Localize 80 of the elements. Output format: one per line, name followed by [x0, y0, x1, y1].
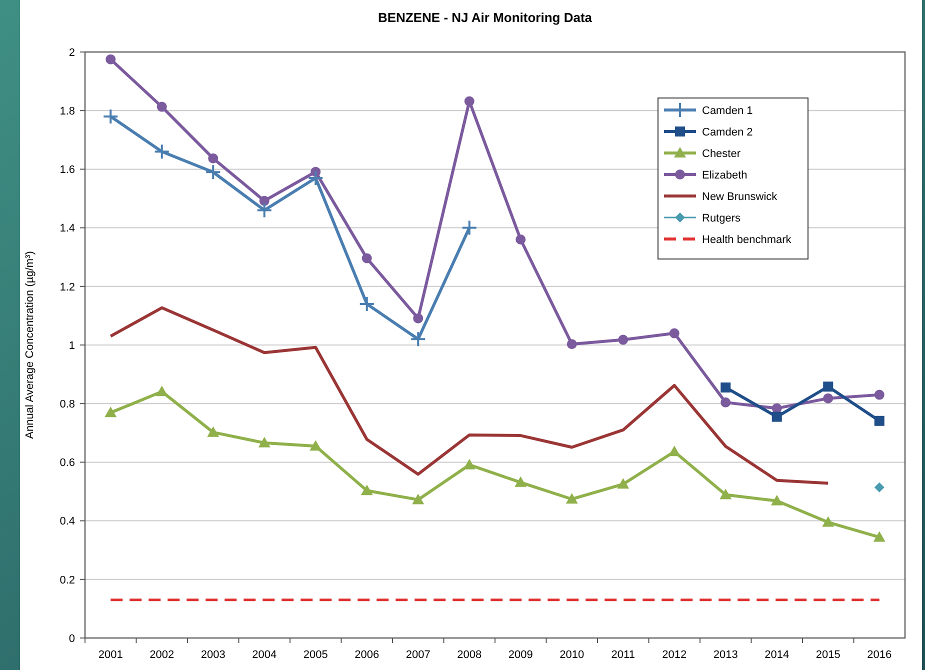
y-tick-label: 1.6	[60, 164, 75, 176]
point	[772, 412, 782, 422]
point	[668, 446, 680, 456]
line-series	[109, 306, 830, 485]
point	[156, 386, 168, 396]
point	[205, 164, 222, 180]
point	[259, 196, 270, 206]
point	[154, 144, 170, 160]
point	[669, 328, 680, 338]
point	[106, 54, 116, 64]
point	[720, 488, 732, 500]
point	[514, 476, 527, 487]
point	[413, 313, 424, 324]
y-axis-title: Annual Average Concentration (µg/m³)	[24, 251, 36, 439]
x-tick-label: 2009	[508, 649, 533, 661]
y-tick-label: 0.2	[60, 574, 75, 586]
y-tick-label: 2	[68, 46, 75, 59]
legend-label: Health benchmark	[702, 234, 792, 246]
x-tick-label: 2013	[713, 649, 738, 661]
x-tick-label: 2001	[98, 649, 123, 661]
x-tick-label: 2003	[200, 649, 226, 661]
y-tick-label: 0	[68, 632, 75, 645]
point	[362, 253, 372, 264]
point	[207, 426, 220, 437]
point	[874, 390, 884, 400]
point	[358, 296, 375, 312]
point	[720, 397, 731, 408]
point	[412, 494, 424, 504]
legend-label: Camden 1	[702, 104, 753, 117]
point	[873, 531, 886, 542]
point	[617, 478, 630, 489]
point	[410, 331, 426, 348]
point	[720, 382, 731, 392]
point	[516, 234, 526, 245]
point	[772, 403, 782, 414]
y-tick-label: 1.2	[60, 281, 75, 294]
point	[823, 393, 834, 404]
point	[104, 406, 117, 418]
y-tick-label: 0.6	[60, 457, 75, 470]
legend-label: New Brunswick	[702, 190, 778, 203]
point	[566, 339, 577, 350]
x-tick-label: 2004	[252, 649, 277, 661]
point	[618, 334, 628, 345]
point	[823, 382, 834, 392]
point	[822, 516, 834, 527]
x-tick-label: 2002	[150, 649, 174, 661]
y-tick-label: 0.8	[60, 398, 75, 410]
x-tick-label: 2010	[560, 649, 584, 661]
legend-label: Rutgers	[702, 212, 742, 224]
chart-title: BENZENE - NJ Air Monitoring Data	[378, 10, 593, 25]
point	[258, 436, 270, 448]
y-tick-label: 0.4	[60, 516, 75, 528]
x-tick-label: 2012	[662, 649, 687, 661]
x-tick-label: 2015	[816, 649, 840, 661]
point	[874, 416, 884, 426]
point	[308, 170, 324, 186]
point	[360, 484, 373, 496]
x-tick-label: 2011	[611, 649, 635, 661]
x-tick-label: 2005	[303, 649, 328, 661]
point	[770, 494, 783, 506]
x-tick-label: 2016	[867, 649, 892, 661]
point	[156, 102, 167, 112]
point	[208, 153, 218, 164]
x-tick-label: 2007	[406, 649, 430, 661]
x-tick-label: 2006	[354, 649, 380, 661]
legend-label: Camden 2	[702, 126, 753, 138]
y-tick-label: 1.8	[60, 105, 75, 118]
point	[461, 220, 478, 236]
legend-label: Chester	[702, 148, 741, 160]
x-tick-label: 2014	[764, 649, 790, 661]
x-tick-label: 2008	[457, 649, 482, 661]
legend-label: Elizabeth	[702, 169, 748, 182]
point	[464, 96, 474, 106]
point	[310, 440, 322, 451]
point	[256, 202, 272, 218]
y-tick-label: 1	[68, 340, 75, 352]
point	[566, 493, 578, 504]
point	[102, 108, 119, 124]
y-tick-label: 1.4	[60, 222, 75, 235]
point	[874, 482, 884, 492]
